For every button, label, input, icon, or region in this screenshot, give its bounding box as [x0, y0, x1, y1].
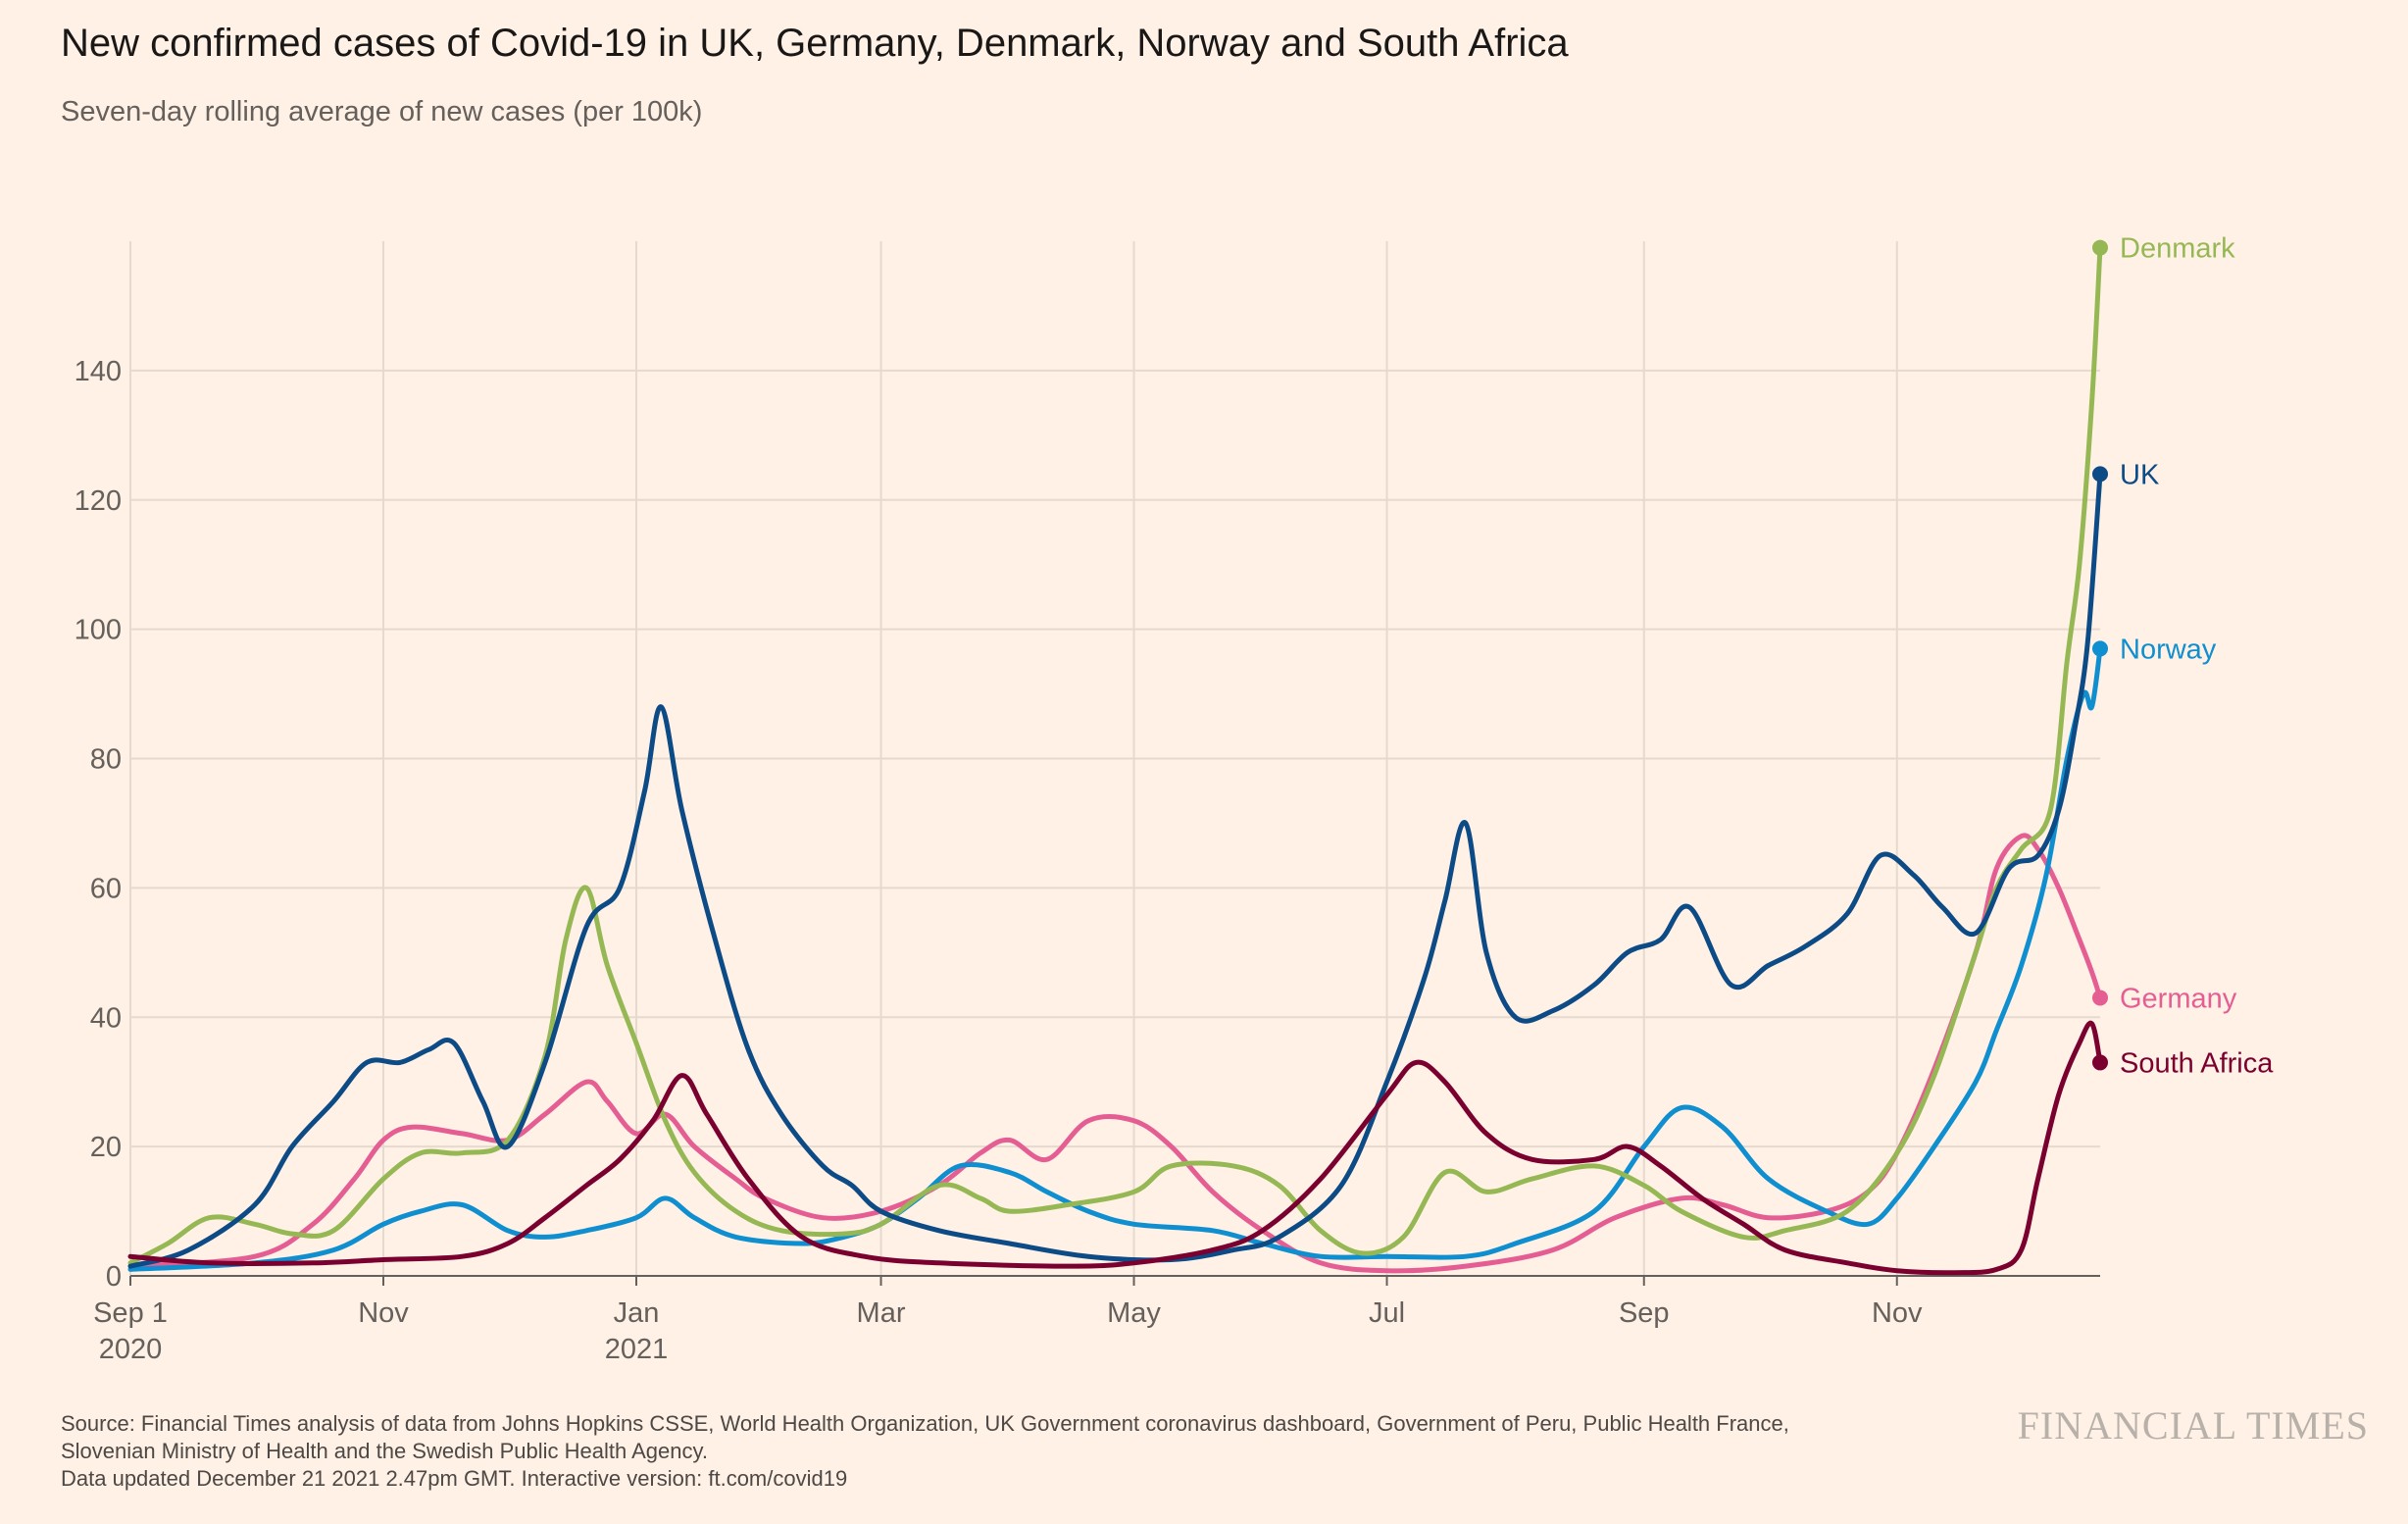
series-lines	[127, 239, 2108, 1276]
y-tick-label: 40	[90, 1002, 122, 1034]
series-line-norway	[127, 645, 2103, 1272]
series-endpoint-norway	[2092, 640, 2108, 657]
end-label-germany: Germany	[2120, 983, 2237, 1014]
series-line-south-africa	[127, 1020, 2103, 1276]
source-line-2: Slovenian Ministry of Health and the Swe…	[61, 1439, 708, 1463]
x-tick-label: Nov	[1872, 1297, 1923, 1329]
y-tick-label: 140	[75, 356, 122, 387]
y-tick-label: 100	[75, 615, 122, 646]
series-line-uk	[127, 471, 2103, 1269]
end-label-uk: UK	[2120, 459, 2160, 490]
x-tick-label: Mar	[857, 1297, 906, 1329]
series-endpoint-south-africa	[2092, 1054, 2108, 1071]
series-line-denmark	[127, 245, 2103, 1266]
x-tick-label: Nov	[358, 1297, 409, 1329]
y-tick-label: 120	[75, 485, 122, 517]
x-tick-sublabel: 2020	[99, 1334, 163, 1365]
y-tick-label: 20	[90, 1132, 122, 1163]
end-labels: Denmark UK Norway Germany South Africa	[2120, 233, 2274, 1080]
series-endpoint-denmark	[2092, 239, 2108, 256]
x-tick-label: Sep 1	[93, 1297, 168, 1329]
series-endpoint-uk	[2092, 466, 2108, 483]
chart-subtitle: Seven-day rolling average of new cases (…	[61, 96, 703, 127]
end-label-norway: Norway	[2120, 634, 2217, 665]
axes: 0 20 40 60 80 100 120 140 Sep 1 2020 Nov Jan 2021 Mar…	[75, 356, 2100, 1365]
ft-logo: FINANCIAL TIMES	[2017, 1403, 2369, 1448]
y-tick-label: 60	[90, 873, 122, 904]
end-label-denmark: Denmark	[2120, 233, 2235, 265]
gridlines	[129, 241, 2100, 1276]
source-note: Source: Financial Times analysis of data…	[61, 1410, 1973, 1493]
source-line-3: Data updated December 21 2021 2.47pm GMT…	[61, 1466, 848, 1491]
x-tick-label: May	[1107, 1297, 1161, 1329]
end-label-south-africa: South Africa	[2120, 1047, 2274, 1079]
x-tick-label: Jan	[614, 1297, 660, 1329]
y-tick-label: 0	[106, 1261, 122, 1293]
x-tick-label: Sep	[1619, 1297, 1670, 1329]
x-tick-label: Jul	[1369, 1297, 1405, 1329]
series-endpoint-germany	[2092, 990, 2108, 1006]
line-chart: 0 20 40 60 80 100 120 140 Sep 1 2020 Nov Jan 2021 Mar…	[75, 233, 2275, 1365]
chart-title: New confirmed cases of Covid-19 in UK, G…	[61, 22, 1569, 65]
y-tick-label: 80	[90, 744, 122, 776]
x-tick-sublabel: 2021	[605, 1334, 669, 1365]
source-line-1: Source: Financial Times analysis of data…	[61, 1411, 1789, 1436]
